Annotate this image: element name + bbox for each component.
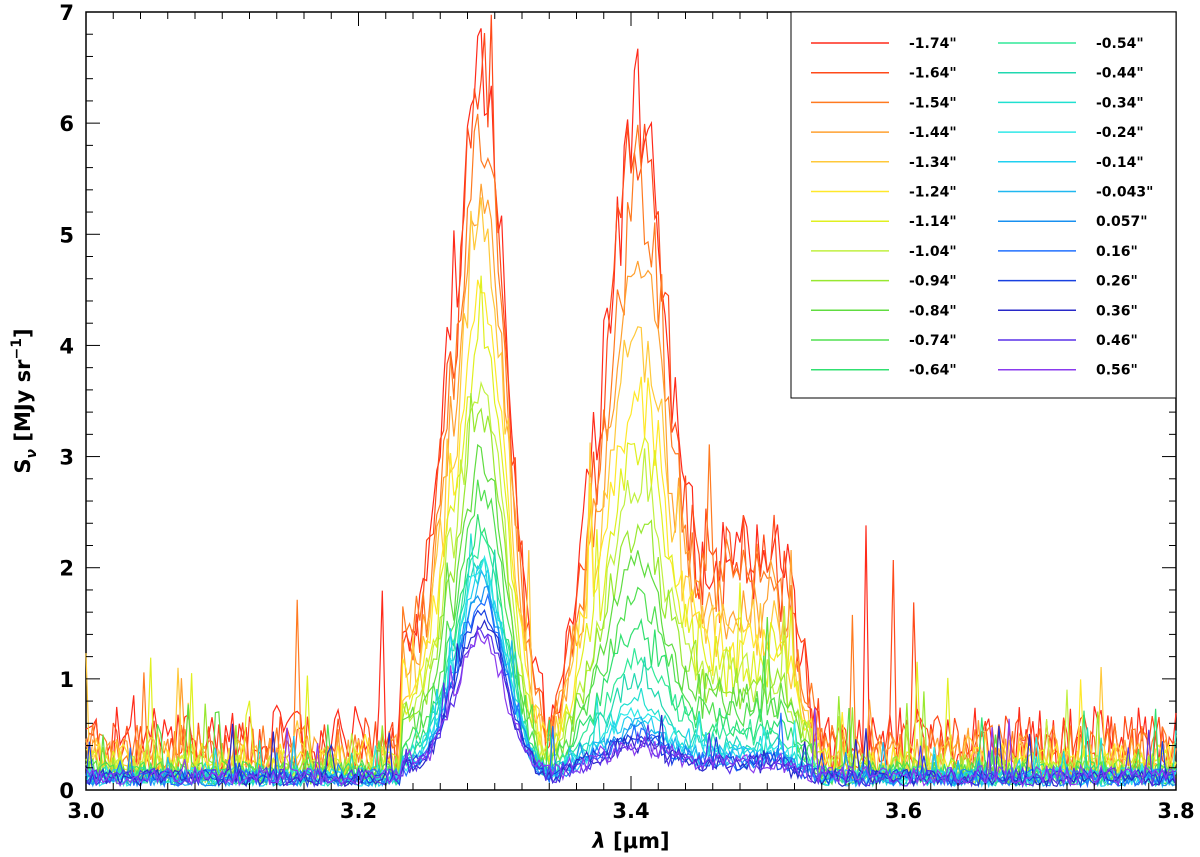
legend-item: -1.04"	[811, 244, 957, 260]
legend-label: -0.54"	[1096, 36, 1144, 52]
legend-item: 0.46"	[998, 333, 1138, 349]
y-tick-label: 6	[59, 112, 74, 136]
legend-item: -0.64"	[811, 363, 957, 379]
legend-item: -1.34"	[811, 155, 957, 171]
series-layer	[85, 14, 1177, 789]
legend-item: 0.057"	[998, 214, 1148, 230]
legend-label: -0.94"	[909, 274, 957, 290]
legend-label: -0.043"	[1096, 185, 1153, 201]
legend-label: -0.44"	[1096, 66, 1144, 82]
legend-item: 0.36"	[998, 303, 1138, 319]
legend-item: -0.44"	[998, 66, 1144, 82]
legend-box	[790, 11, 1177, 399]
legend-label: -0.24"	[1096, 125, 1144, 141]
x-axis-label: λ [μm]	[591, 829, 669, 853]
x-tick-label: 3.8	[1157, 799, 1194, 823]
legend: -1.74" -1.64" -1.54" -1.44" -1.34" -1.24" -1.1…	[790, 11, 1177, 399]
legend-label: -0.14"	[1096, 155, 1144, 171]
legend-item: -1.14"	[811, 214, 957, 230]
x-tick-label: 3.6	[885, 799, 922, 823]
tick-labels: 3.0 3.2 3.4 3.6 3.8 0 1 2 3 4 5 6 7	[59, 1, 1194, 823]
legend-item: 0.56"	[998, 363, 1138, 379]
y-tick-label: 4	[59, 334, 74, 358]
legend-item: -0.74"	[811, 333, 957, 349]
legend-item: -0.84"	[811, 303, 957, 319]
legend-item: -0.34"	[998, 95, 1144, 111]
y-tick-label: 7	[59, 1, 74, 25]
legend-label: -0.84"	[909, 303, 957, 319]
legend-item: -0.54"	[998, 36, 1144, 52]
series-line-23	[85, 629, 1177, 788]
legend-item: -1.74"	[811, 36, 957, 52]
legend-label: 0.56"	[1096, 363, 1138, 379]
legend-label: -1.04"	[909, 244, 957, 260]
legend-item: 0.16"	[998, 244, 1138, 260]
legend-item: -1.64"	[811, 66, 957, 82]
legend-label: -0.34"	[1096, 95, 1144, 111]
x-tick-label: 3.0	[67, 799, 104, 823]
legend-label: 0.46"	[1096, 333, 1138, 349]
y-tick-label: 2	[59, 557, 74, 581]
x-tick-label: 3.4	[612, 799, 649, 823]
legend-label: -1.54"	[909, 95, 957, 111]
series-line-13	[85, 549, 1177, 789]
legend-label: -1.64"	[909, 66, 957, 82]
legend-label: -0.64"	[909, 363, 957, 379]
legend-label: -1.24"	[909, 185, 957, 201]
y-axis-label: Sν [MJy sr−1]	[9, 328, 40, 473]
legend-label: -1.14"	[909, 214, 957, 230]
legend-label: 0.26"	[1096, 274, 1138, 290]
x-tick-label: 3.2	[340, 799, 377, 823]
y-tick-label: 1	[59, 668, 74, 692]
legend-label: -1.74"	[909, 36, 957, 52]
y-tick-label: 3	[59, 446, 74, 470]
legend-item: -0.94"	[811, 274, 957, 290]
legend-label: 0.36"	[1096, 303, 1138, 319]
legend-label: -1.44"	[909, 125, 957, 141]
series-line-19	[85, 592, 1177, 789]
legend-item: -0.24"	[998, 125, 1144, 141]
legend-label: -1.34"	[909, 155, 957, 171]
legend-item: -1.44"	[811, 125, 957, 141]
legend-label: 0.057"	[1096, 214, 1148, 230]
y-tick-label: 5	[59, 223, 74, 247]
legend-item: -1.54"	[811, 95, 957, 111]
legend-label: -0.74"	[909, 333, 957, 349]
legend-label: 0.16"	[1096, 244, 1138, 260]
legend-item: -0.043"	[998, 185, 1153, 201]
y-tick-label: 0	[59, 779, 74, 803]
legend-item: -0.14"	[998, 155, 1144, 171]
legend-item: 0.26"	[998, 274, 1138, 290]
legend-item: -1.24"	[811, 185, 957, 201]
series-line-22	[85, 625, 1177, 788]
